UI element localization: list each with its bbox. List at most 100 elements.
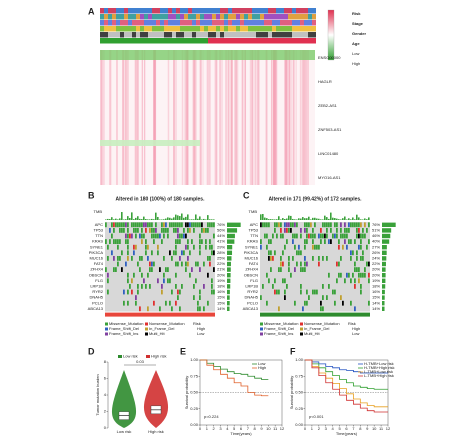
heat-streak <box>286 50 288 185</box>
annotation-cell <box>268 26 272 32</box>
annotation-cell <box>152 20 156 26</box>
violin <box>143 370 169 428</box>
x-tick-label: 5 <box>338 426 341 431</box>
mutation-cell <box>121 228 123 233</box>
mutation-cell <box>211 278 213 284</box>
mutation-cell <box>322 284 324 289</box>
mutation-cell <box>270 267 272 272</box>
mutation-cell <box>175 239 177 244</box>
mutation-cell <box>113 256 115 261</box>
mutation-cell <box>177 239 179 244</box>
mutation-cell <box>107 278 109 284</box>
tmb-bar <box>155 212 157 220</box>
row-label: HAGLR <box>318 79 332 84</box>
mutation-cell <box>153 233 155 239</box>
heat-streak <box>292 50 294 185</box>
mutation-cell <box>163 233 165 239</box>
y-tick-label: 1.00 <box>295 357 304 362</box>
annotation-cell <box>216 20 220 26</box>
gene-bar <box>227 273 231 278</box>
percent-label: 20% <box>217 272 225 277</box>
annotation-cell <box>256 32 260 38</box>
heat-streak <box>235 50 238 185</box>
gene-label: TP53 <box>248 227 258 232</box>
mutation-cell <box>199 222 201 228</box>
tmb-bar <box>338 219 340 220</box>
mutation-cell <box>332 289 334 295</box>
annotation-cell <box>196 14 200 20</box>
tmb-bar <box>201 219 203 220</box>
mutation-cell <box>209 244 211 250</box>
mutation-cell <box>356 233 358 239</box>
risk-cell <box>192 38 196 44</box>
annotation-cell <box>196 32 200 38</box>
mutation-cell <box>288 256 290 261</box>
mutation-cell <box>278 289 280 295</box>
mutation-cell <box>141 222 143 228</box>
mutation-cell <box>211 244 213 250</box>
mutation-cell <box>113 239 115 244</box>
gene-label: PIK3CA <box>89 250 104 255</box>
mutation-cell <box>310 222 312 228</box>
x-tick-label: 1 <box>311 426 314 431</box>
mutation-cell <box>113 228 115 233</box>
mutation-cell <box>262 284 264 289</box>
annotation-cell <box>104 8 108 14</box>
annotation-cell <box>232 8 236 14</box>
percent-label: 25% <box>217 255 225 260</box>
mutation-cell <box>149 267 151 272</box>
heat-streak <box>257 50 260 185</box>
mutation-cell <box>163 256 165 261</box>
risk-cell <box>184 38 188 44</box>
annotation-cell <box>156 14 160 20</box>
heat-streak <box>251 50 253 185</box>
percent-label: 16% <box>217 289 225 294</box>
mutation-cell <box>213 233 215 239</box>
mutation-cell <box>340 228 342 233</box>
tmb-bar <box>203 218 205 220</box>
gene-bar <box>382 273 386 278</box>
mutation-cell <box>356 267 358 272</box>
mutation-cell <box>213 289 215 295</box>
mutation-cell <box>133 222 135 228</box>
tmb-bar <box>207 215 209 220</box>
annotation-cell <box>204 8 208 14</box>
annotation-cell <box>104 14 108 20</box>
mutation-cell <box>348 228 350 233</box>
heat-streak <box>296 50 297 185</box>
mutation-cell <box>153 300 155 306</box>
mutation-cell <box>189 272 191 278</box>
annotation-cell <box>164 8 168 14</box>
mutation-cell <box>368 300 370 306</box>
annotation-cell <box>144 8 148 14</box>
mutation-cell <box>131 256 133 261</box>
mutation-cell <box>183 233 185 239</box>
mutation-cell <box>157 233 159 239</box>
risk-cell <box>152 38 156 44</box>
y-tick-label: 0.50 <box>295 390 304 395</box>
annotation-cell <box>300 20 304 26</box>
mutation-cell <box>364 272 366 278</box>
mutation-cell <box>159 233 161 239</box>
mutation-cell <box>364 233 366 239</box>
annotation-cell <box>196 8 200 14</box>
mutation-cell <box>199 289 201 295</box>
mutation-cell <box>306 300 308 306</box>
mutation-cell <box>362 233 364 239</box>
mutation-cell <box>280 267 282 272</box>
y-tick-label: 1.00 <box>190 357 199 362</box>
heat-streak <box>100 50 103 185</box>
mutation-cell <box>306 239 308 244</box>
mutation-cell <box>342 233 344 239</box>
mutation-cell <box>145 239 147 244</box>
annotation-cell <box>284 32 288 38</box>
mutation-cell <box>213 267 215 272</box>
heat-streak <box>236 50 239 185</box>
heat-streak <box>109 50 111 185</box>
tmb-bar <box>298 218 300 220</box>
risk-cell <box>228 38 232 44</box>
mutation-cell <box>199 239 201 244</box>
annotation-cell <box>228 26 232 32</box>
mutation-cell <box>207 272 209 278</box>
legend-text: Missense_Mutation <box>109 321 143 326</box>
